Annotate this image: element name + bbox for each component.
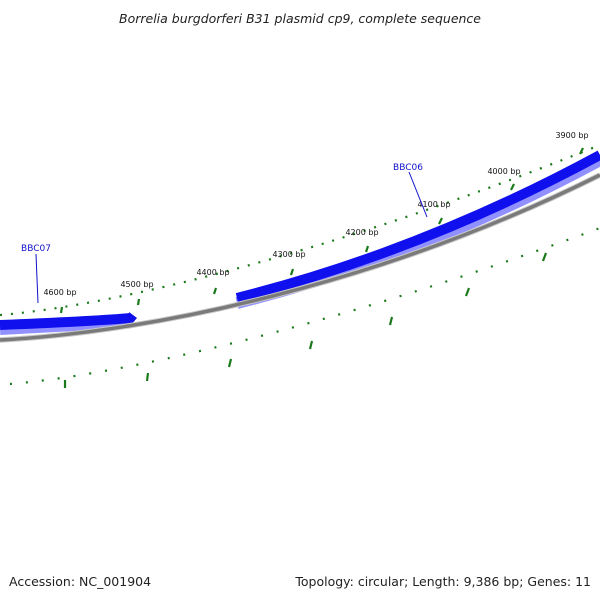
page-title: Borrelia burgdorferi B31 plasmid cp9, co…	[119, 11, 481, 26]
tick-label: 4200 bp	[345, 228, 378, 237]
tick-mark	[145, 372, 150, 382]
gene-bbc07[interactable]	[0, 313, 132, 330]
tick-mark	[212, 287, 218, 295]
tick-label: 4100 bp	[417, 200, 450, 209]
tick-label: 4000 bp	[487, 167, 520, 176]
gene-label-bbc06[interactable]: BBC06	[393, 163, 423, 173]
tick-label: 4500 bp	[120, 280, 153, 289]
tick-label: 4300 bp	[272, 250, 305, 259]
inner-major-ticks	[63, 252, 548, 388]
tick-mark	[579, 147, 584, 155]
tick-mark	[364, 245, 370, 253]
backbone	[0, 173, 600, 342]
tick-mark	[289, 268, 295, 276]
tick-mark	[464, 287, 471, 297]
tick-label: 3900 bp	[555, 131, 588, 140]
tick-mark	[510, 183, 515, 191]
gene-bbc06[interactable]	[235, 150, 600, 303]
gene-label-leader-bbc07	[35, 253, 39, 304]
tick-mark	[541, 252, 548, 262]
accession-label: Accession: NC_001904	[9, 574, 151, 589]
gene-label-bbc07[interactable]: BBC07	[21, 244, 51, 254]
tick-mark	[438, 217, 443, 225]
gene-label-leader-bbc06	[408, 171, 428, 218]
tick-label: 4400 bp	[196, 268, 229, 277]
inner-tick-track	[9, 226, 600, 386]
outer-major-ticks	[59, 147, 584, 314]
tick-mark	[388, 316, 394, 326]
tick-label: 4600 bp	[43, 288, 76, 297]
tick-mark	[227, 358, 233, 368]
tick-mark	[136, 298, 141, 306]
gene-bbc07-arrowhead	[129, 312, 137, 325]
tick-mark	[59, 306, 64, 314]
tick-mark	[308, 340, 314, 350]
summary-label: Topology: circular; Length: 9,386 bp; Ge…	[294, 574, 591, 589]
tick-labels: 3900 bp 4000 bp 4100 bp 4200 bp 4300 bp …	[43, 131, 588, 297]
